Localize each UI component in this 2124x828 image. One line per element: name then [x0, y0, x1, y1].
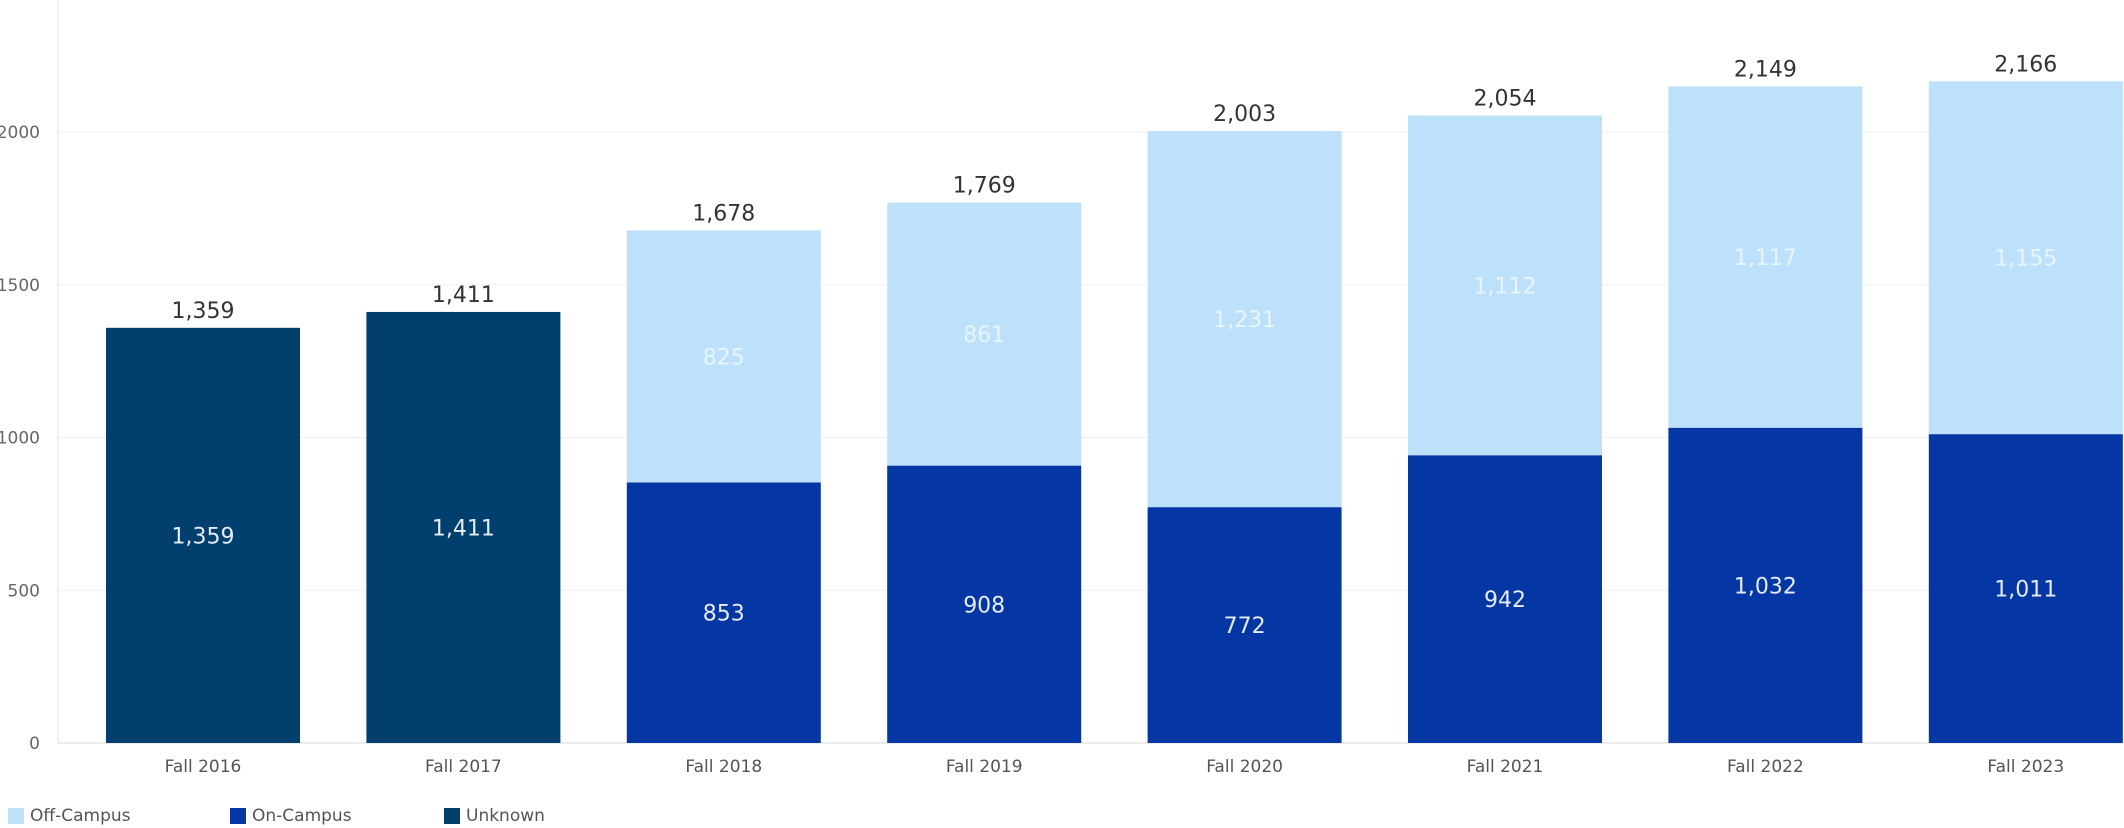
- x-tick-label-7: Fall 2023: [1987, 757, 2064, 777]
- legend-label-off-campus: Off-Campus: [30, 806, 131, 826]
- legend-item-on-campus[interactable]: On-Campus: [230, 806, 444, 826]
- legend: Off-Campus On-Campus Unknown: [8, 806, 545, 826]
- segment-label-on-campus-5: 942: [1484, 588, 1526, 613]
- segment-label-unknown-1: 1,411: [432, 516, 495, 541]
- segment-label-off-campus-2: 825: [703, 345, 745, 370]
- bar-off-campus-5: [1408, 115, 1602, 456]
- legend-label-unknown: Unknown: [466, 806, 545, 826]
- bar-unknown-1: [366, 311, 561, 743]
- segment-label-on-campus-2: 853: [703, 602, 745, 627]
- bar-off-campus-6: [1668, 86, 1863, 428]
- segment-label-off-campus-5: 1,112: [1474, 274, 1537, 299]
- legend-item-off-campus[interactable]: Off-Campus: [8, 806, 230, 826]
- x-tick-label-2: Fall 2018: [685, 757, 762, 777]
- x-tick-label-0: Fall 2016: [165, 757, 242, 777]
- legend-item-unknown[interactable]: Unknown: [444, 806, 545, 826]
- bar-unknown-0: [106, 327, 300, 743]
- bar-on-campus-2: [626, 482, 821, 743]
- segment-label-off-campus-7: 1,155: [1994, 247, 2057, 272]
- y-tick-label-1000: 1000: [0, 429, 40, 449]
- y-tick-label-1500: 1500: [0, 276, 40, 296]
- segment-label-unknown-0: 1,359: [172, 524, 235, 549]
- y-tick-label-500: 500: [8, 581, 40, 601]
- x-tick-label-5: Fall 2021: [1467, 757, 1544, 777]
- x-tick-label-6: Fall 2022: [1727, 757, 1804, 777]
- legend-swatch-on-campus: [230, 808, 246, 824]
- segment-label-off-campus-4: 1,231: [1213, 308, 1276, 333]
- bar-off-campus-7: [1928, 81, 2123, 435]
- bar-on-campus-7: [1928, 434, 2123, 743]
- total-label-5: 2,054: [1474, 87, 1537, 112]
- total-label-0: 1,359: [172, 299, 235, 324]
- y-tick-label-0: 0: [29, 734, 40, 754]
- total-label-3: 1,769: [953, 174, 1016, 199]
- bar-on-campus-6: [1668, 427, 1863, 743]
- bar-on-campus-5: [1408, 455, 1602, 743]
- legend-swatch-unknown: [444, 808, 460, 824]
- legend-label-on-campus: On-Campus: [252, 806, 352, 826]
- bar-off-campus-4: [1147, 131, 1342, 508]
- total-label-4: 2,003: [1213, 102, 1276, 127]
- segment-label-off-campus-3: 861: [963, 323, 1005, 348]
- segment-label-on-campus-3: 908: [963, 593, 1005, 618]
- bar-on-campus-3: [887, 465, 1082, 743]
- segment-label-on-campus-7: 1,011: [1994, 578, 2057, 603]
- x-tick-label-3: Fall 2019: [946, 757, 1023, 777]
- total-label-6: 2,149: [1734, 57, 1797, 82]
- total-label-2: 1,678: [692, 201, 755, 226]
- legend-swatch-off-campus: [8, 808, 24, 824]
- y-tick-label-2000: 2000: [0, 123, 40, 143]
- total-label-1: 1,411: [432, 283, 495, 308]
- stacked-bar-chart: 0 500 1000 1500 2000 1,359 1,359 Fall 2016 1,411…: [0, 0, 2124, 777]
- segment-label-on-campus-4: 772: [1224, 614, 1266, 639]
- bar-off-campus-2: [626, 230, 821, 483]
- segment-label-on-campus-6: 1,032: [1734, 574, 1797, 599]
- x-tick-label-1: Fall 2017: [425, 757, 502, 777]
- bar-off-campus-3: [887, 202, 1082, 466]
- total-label-7: 2,166: [1994, 52, 2057, 77]
- segment-label-off-campus-6: 1,117: [1734, 246, 1797, 271]
- x-tick-label-4: Fall 2020: [1206, 757, 1283, 777]
- bar-on-campus-4: [1147, 507, 1342, 743]
